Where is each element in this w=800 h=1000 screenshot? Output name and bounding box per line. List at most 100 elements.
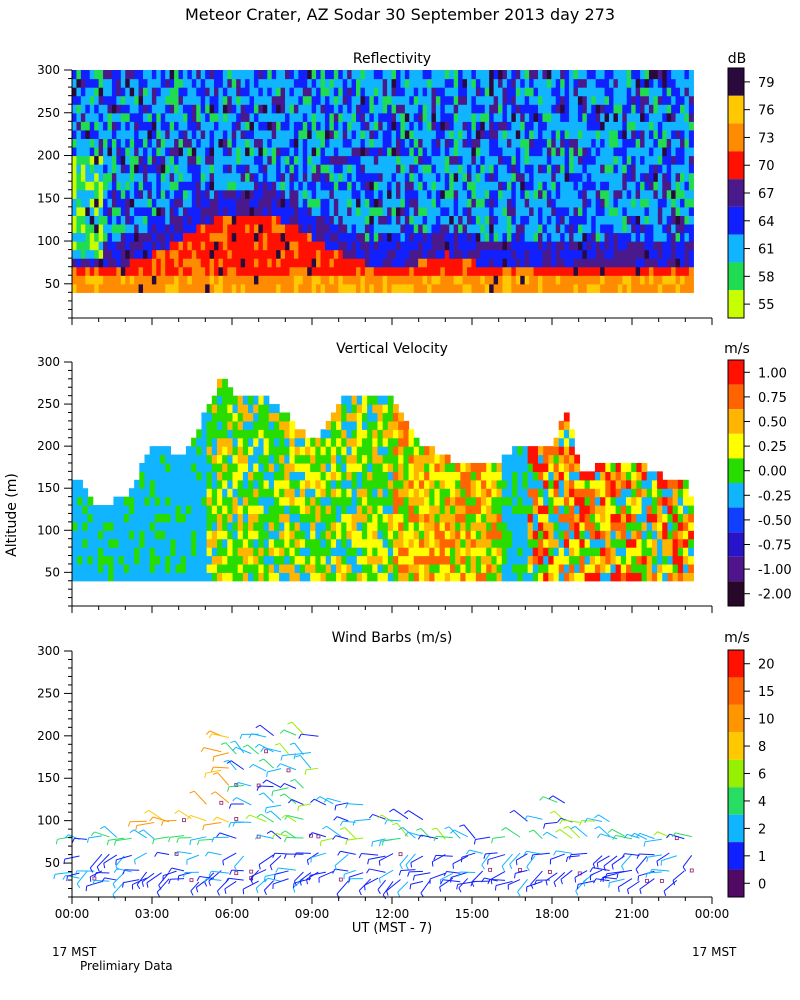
reflectivity-cell: [378, 129, 384, 140]
vertical-velocity-cell: [408, 513, 415, 523]
reflectivity-cell: [378, 138, 384, 148]
reflectivity-cell: [595, 121, 601, 131]
reflectivity-cell: [165, 241, 171, 251]
reflectivity-cell: [524, 266, 530, 276]
reflectivity-cell: [138, 95, 144, 105]
vertical-velocity-cell: [310, 446, 316, 456]
reflectivity-cell: [253, 223, 259, 234]
reflectivity-cell: [116, 112, 122, 122]
reflectivity-cell: [209, 249, 215, 259]
reflectivity-cell: [258, 121, 264, 131]
vertical-velocity-cell: [356, 446, 363, 456]
vertical-velocity-cell: [258, 547, 265, 557]
reflectivity-cell: [387, 70, 393, 80]
reflectivity-cell: [391, 104, 397, 114]
reflectivity-cell: [156, 232, 162, 242]
reflectivity-cell: [582, 70, 588, 80]
reflectivity-cell: [338, 283, 344, 293]
reflectivity-cell: [533, 172, 539, 182]
vertical-velocity-cell: [108, 521, 115, 531]
reflectivity-cell: [324, 223, 331, 234]
vertical-velocity-cell: [92, 521, 99, 531]
vertical-velocity-cell: [279, 479, 285, 489]
reflectivity-cell: [684, 129, 690, 140]
reflectivity-cell: [364, 249, 370, 259]
reflectivity-cell: [147, 258, 153, 268]
vertical-velocity-cell: [227, 395, 234, 405]
reflectivity-cell: [156, 275, 162, 285]
vertical-velocity-cell: [263, 505, 270, 515]
vertical-velocity-cell: [108, 555, 115, 565]
reflectivity-cell: [89, 95, 95, 105]
reflectivity-cell: [604, 189, 610, 199]
vertical-velocity-cell: [273, 479, 280, 489]
reflectivity-cell: [111, 232, 117, 242]
reflectivity-cell: [200, 283, 206, 293]
vertical-velocity-cell: [160, 563, 166, 573]
vertical-velocity-cell: [299, 572, 306, 582]
reflectivity-cell: [165, 164, 171, 174]
vertical-velocity-cell: [320, 555, 327, 565]
reflectivity-cell: [662, 104, 668, 114]
reflectivity-cell: [378, 78, 384, 88]
reflectivity-cell: [626, 78, 632, 88]
reflectivity-cell: [622, 138, 628, 148]
reflectivity-cell: [111, 70, 117, 80]
reflectivity-cell: [307, 198, 313, 208]
vertical-velocity-cell: [103, 555, 109, 565]
reflectivity-cell: [498, 249, 504, 259]
reflectivity-cell: [285, 164, 291, 174]
vertical-velocity-cell: [408, 555, 415, 565]
vertical-velocity-cell: [418, 446, 425, 456]
vertical-velocity-cell: [72, 563, 78, 573]
vertical-velocity-cell: [237, 404, 244, 414]
y-tick-label: 250: [37, 106, 60, 120]
reflectivity-cell: [395, 164, 402, 174]
reflectivity-cell: [489, 87, 495, 97]
reflectivity-cell: [80, 189, 86, 199]
reflectivity-cell: [271, 206, 277, 216]
reflectivity-cell: [267, 104, 273, 114]
reflectivity-cell: [178, 198, 184, 208]
vertical-velocity-cell: [201, 563, 208, 573]
vertical-velocity-cell: [351, 530, 358, 540]
reflectivity-cell: [218, 78, 224, 88]
reflectivity-cell: [475, 70, 481, 80]
vertical-velocity-cell: [336, 488, 342, 498]
reflectivity-cell: [324, 164, 331, 174]
reflectivity-cell: [342, 129, 348, 140]
reflectivity-cell: [466, 232, 473, 242]
y-tick-label: 150: [37, 191, 60, 205]
vertical-velocity-cell: [206, 420, 213, 430]
vertical-velocity-cell: [128, 572, 135, 582]
reflectivity-cell: [582, 223, 588, 234]
reflectivity-cell: [684, 232, 690, 242]
reflectivity-cell: [373, 155, 379, 165]
vertical-velocity-cell: [351, 547, 358, 557]
reflectivity-cell: [89, 249, 95, 259]
reflectivity-cell: [298, 189, 304, 199]
reflectivity-cell: [533, 283, 539, 293]
reflectivity-cell: [94, 129, 100, 140]
reflectivity-cell: [573, 138, 579, 148]
reflectivity-cell: [675, 172, 681, 182]
reflectivity-cell: [440, 206, 446, 216]
reflectivity-cell: [231, 95, 237, 105]
vertical-velocity-cell: [403, 420, 410, 430]
reflectivity-cell: [85, 121, 91, 131]
reflectivity-cell: [356, 155, 362, 165]
reflectivity-cell: [404, 138, 410, 148]
reflectivity-cell: [351, 112, 357, 122]
reflectivity-cell: [680, 198, 686, 208]
vertical-velocity-cell: [393, 513, 399, 523]
reflectivity-cell: [324, 266, 331, 276]
reflectivity-cell: [573, 95, 579, 105]
reflectivity-cell: [72, 215, 78, 225]
reflectivity-cell: [524, 112, 530, 122]
reflectivity-cell: [271, 283, 277, 293]
reflectivity-cell: [267, 87, 273, 97]
reflectivity-cell: [356, 189, 362, 199]
reflectivity-cell: [165, 232, 171, 242]
reflectivity-cell: [511, 181, 517, 191]
